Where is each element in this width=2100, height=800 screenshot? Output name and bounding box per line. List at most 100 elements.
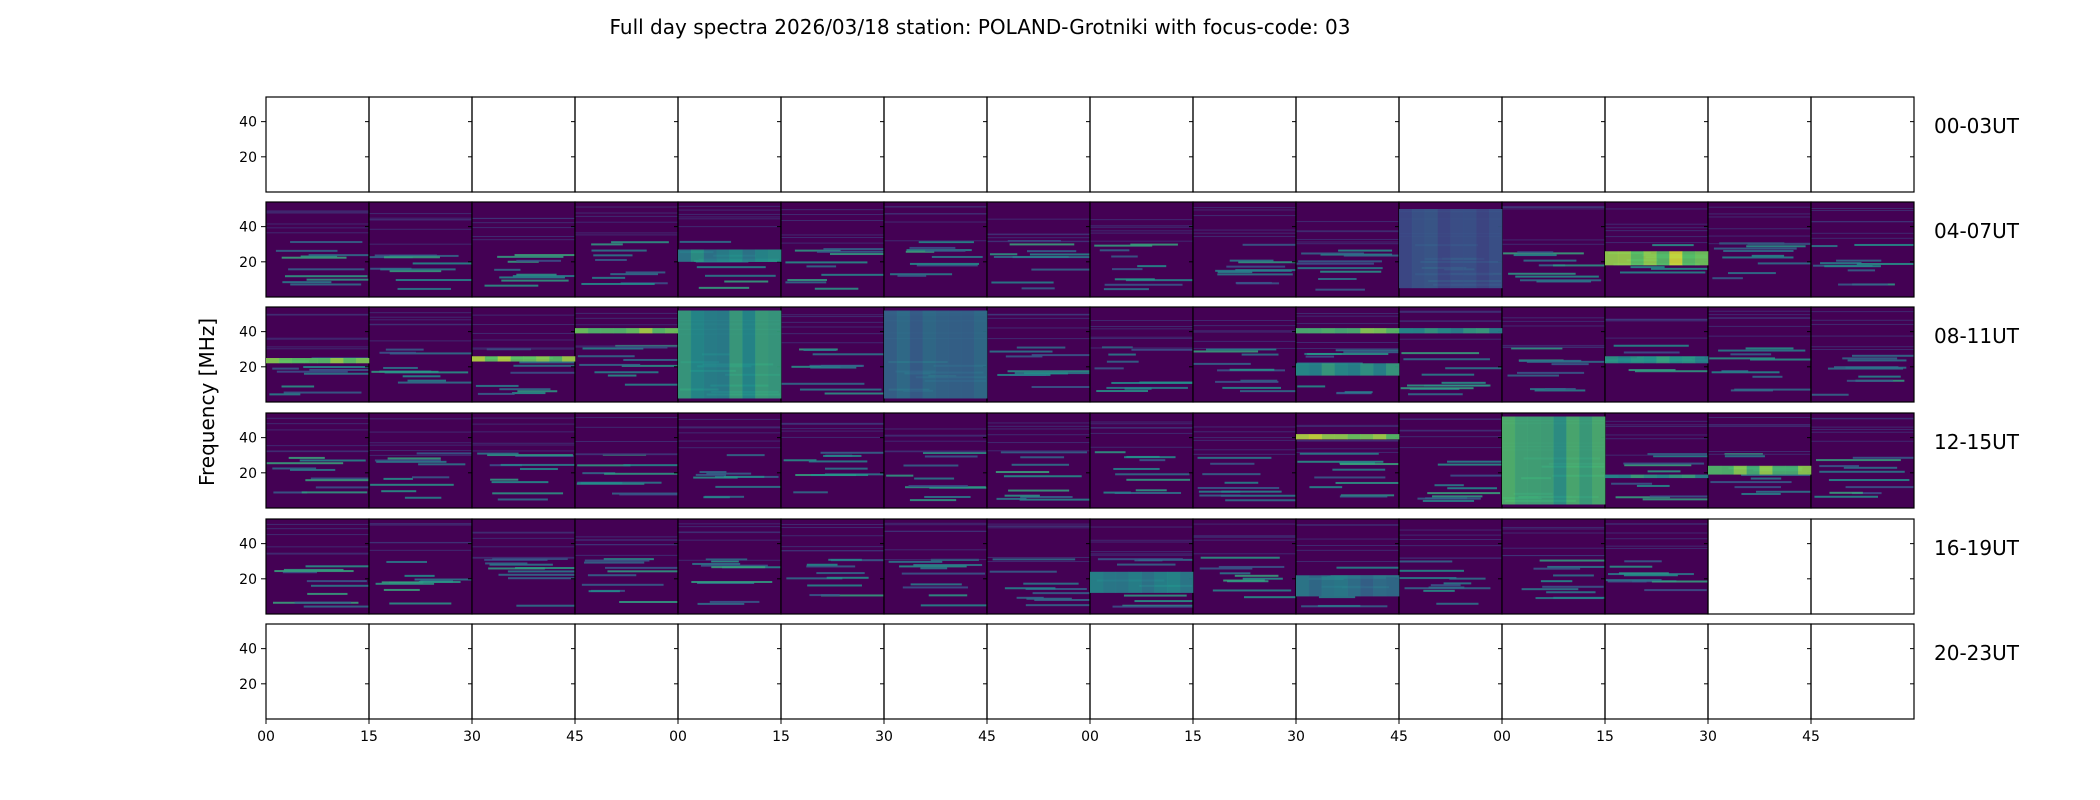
noise-band [1090,551,1193,553]
spectrum-panel [1810,412,1915,509]
spectrum-panel [1604,201,1709,298]
spectral-trace [920,567,948,570]
spectrum-panel [780,623,885,720]
noise-band [1811,418,1914,420]
intensity-feature [678,249,782,262]
feature-cell [266,358,280,364]
spectral-trace [1613,344,1689,347]
spectral-trace [1741,474,1811,477]
noise-band [369,323,472,325]
spectral-trace [1318,277,1357,280]
spectral-trace [1031,386,1090,389]
spectral-trace [1546,591,1596,594]
noise-band [1708,453,1811,455]
noise-band [1193,207,1296,209]
feature-cell [742,249,756,262]
spectrum-panel [1501,201,1606,298]
panel-background [1296,413,1399,508]
spectral-trace [1004,587,1056,590]
noise-band [1193,347,1296,349]
spectral-trace [1226,265,1286,268]
noise-band [781,333,884,335]
spectral-trace [909,262,980,265]
feature-cell [1296,363,1310,376]
noise-band [884,240,987,242]
noise-band [987,317,1090,319]
spectral-trace [1436,602,1479,605]
panel-frame [265,623,370,720]
spectral-trace [512,392,546,395]
feature-cell [304,358,318,364]
spectral-trace [1338,249,1393,252]
feature-cell [1399,209,1413,289]
panel-frame [1398,96,1503,193]
panel-frame [1295,623,1400,720]
spectral-trace [920,604,987,607]
spectrum-panel [1604,623,1709,720]
spectrum-panel [574,201,679,298]
noise-band [266,553,369,555]
noise-band [781,423,884,425]
spectral-trace [1443,582,1472,585]
spectral-trace [1116,563,1176,566]
spectral-trace [1851,492,1882,495]
spectral-trace [1016,346,1066,349]
noise-band [575,454,678,456]
spectrum-panel [986,201,1091,298]
spectral-trace [583,561,645,564]
spectra-row: 20 40 08-11UT [239,306,2020,403]
spectral-trace [1724,455,1765,458]
spectral-trace [395,279,472,282]
noise-band [987,525,1090,527]
panel-background [1296,202,1399,297]
noise-band [1296,440,1399,442]
spectral-trace [1224,481,1259,484]
spectral-trace [477,392,515,395]
spectral-trace [1644,589,1707,592]
noise-band [369,217,472,219]
noise-band [1193,536,1296,538]
noise-band [266,338,369,340]
feature-cell [1334,363,1348,376]
spectral-trace [1611,482,1653,485]
panel-background [987,413,1090,508]
noise-band [884,522,987,524]
panel-frame [1089,623,1194,720]
spectrum-panel [471,623,576,720]
spectrum-panel [1295,306,1400,403]
spectral-trace [387,457,441,460]
spectral-trace [274,570,354,573]
spectral-trace [1202,473,1261,476]
feature-cell [1115,571,1129,593]
feature-cell [1373,328,1387,334]
noise-band [472,557,575,559]
panel-background [1296,519,1399,614]
noise-band [987,434,1090,436]
spectral-trace [484,284,539,287]
noise-band [884,428,987,430]
feature-cell [587,328,602,334]
spectral-trace [309,368,369,371]
spectral-trace [1634,370,1708,373]
spectral-trace [1649,495,1708,498]
panel-frame [677,96,782,193]
noise-band [1502,239,1605,241]
spectral-trace [383,477,413,480]
spectral-trace [695,473,727,476]
panel-background [1605,202,1708,297]
noise-band [1399,538,1502,540]
spectrum-panel [265,201,370,298]
panel-background [472,519,575,614]
spectral-trace [581,583,664,586]
spectral-trace [380,268,456,271]
feature-cell [1347,363,1361,376]
spectral-trace [806,565,856,568]
spectral-trace [783,459,817,462]
spectrum-panel [780,518,885,615]
feature-cell [1527,416,1541,505]
spectral-trace [793,491,828,494]
noise-band [1605,545,1708,547]
spectral-trace [886,474,914,477]
spectral-trace [1113,467,1160,470]
spectrum-panel [1192,412,1297,509]
